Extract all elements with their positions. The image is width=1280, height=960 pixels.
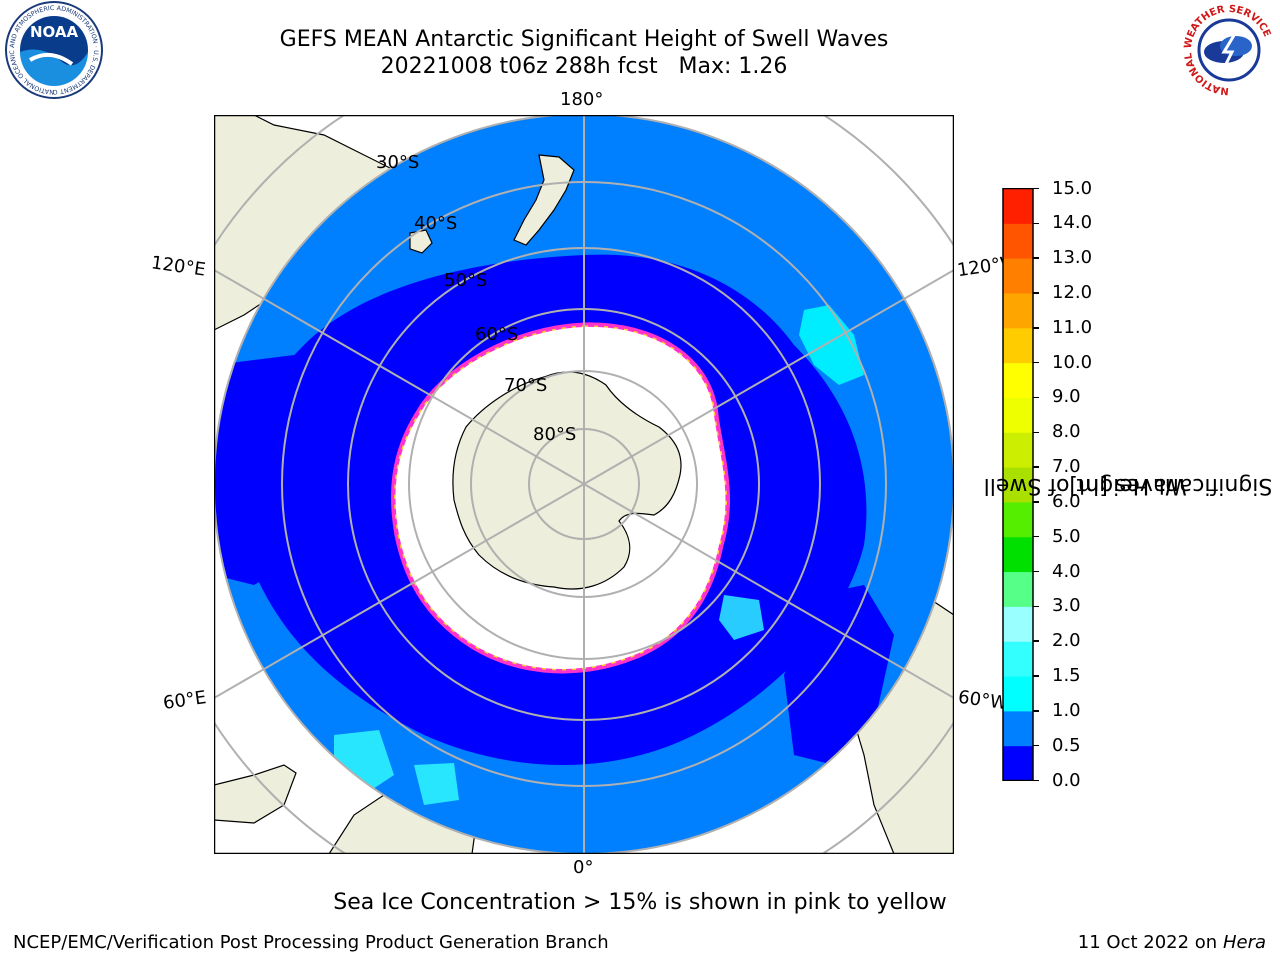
colorbar-frame	[1002, 188, 1034, 781]
colorbar-tick-label: 14.0	[1052, 212, 1093, 234]
colorbar-tick-label: 9.0	[1052, 386, 1081, 408]
colorbar-tick-label: 7.0	[1052, 456, 1081, 478]
colorbar-segment	[1003, 327, 1033, 364]
sea-ice-caption: Sea Ice Concentration > 15% is shown in …	[333, 890, 947, 915]
swell-patch-southwest	[414, 763, 459, 805]
polar-map	[214, 115, 954, 854]
colorbar-tick-label: 8.0	[1052, 421, 1081, 443]
colorbar-tick-label: 4.0	[1052, 560, 1081, 582]
colorbar-segment	[1003, 606, 1033, 642]
colorbar-segment	[1003, 536, 1033, 573]
colorbar-tick-mark	[1033, 605, 1039, 608]
noaa-logo: NATIONAL OCEANIC AND ATMOSPHERIC ADMINIS…	[2, 0, 103, 99]
colorbar-tick-mark	[1033, 501, 1039, 503]
colorbar-tick-label: 10.0	[1052, 351, 1093, 373]
land-new-zealand	[513, 154, 575, 246]
colorbar-segment	[1003, 258, 1033, 294]
colorbar-tick-mark	[1033, 292, 1039, 294]
colorbar-segment	[1003, 397, 1033, 433]
colorbar-tick-mark	[1033, 361, 1039, 364]
colorbar-segment	[1003, 362, 1033, 398]
colorbar-tick-label: 2.0	[1052, 630, 1081, 652]
colorbar-segment	[1003, 292, 1033, 329]
colorbar-tick-label: 13.0	[1052, 247, 1093, 269]
chart-subtitle: 20221008 t06z 288h fcst Max: 1.26	[380, 54, 788, 79]
colorbar-segment	[1003, 710, 1033, 747]
colorbar-tick-mark	[1033, 257, 1039, 259]
colorbar-segment	[1003, 676, 1033, 712]
colorbar	[1002, 188, 1034, 781]
colorbar-tick-mark	[1033, 222, 1039, 225]
colorbar-title-line: Waves [m]	[1069, 473, 1187, 498]
colorbar-tick-mark	[1033, 466, 1039, 468]
colorbar-tick-mark	[1033, 396, 1039, 399]
footer-credit: NCEP/EMC/Verification Post Processing Pr…	[13, 932, 609, 953]
nws-logo: NATIONAL WEATHER SERVICE	[1181, 2, 1277, 98]
colorbar-tick-mark	[1033, 570, 1039, 573]
land-madagascar	[214, 764, 297, 824]
footer-date-text: 11 Oct 2022 on	[1077, 932, 1223, 953]
colorbar-tick-label: 1.0	[1052, 699, 1081, 721]
land-tasmania	[409, 229, 433, 254]
colorbar-tick-mark	[1033, 187, 1039, 190]
colorbar-tick-mark	[1033, 327, 1039, 329]
lat-label-60s: 60°S	[475, 324, 519, 345]
lon-label-120e: 120°E	[149, 252, 207, 281]
footer-host: Hera	[1222, 932, 1266, 953]
colorbar-segment	[1003, 501, 1033, 538]
lat-label-70s: 70°S	[504, 375, 548, 396]
colorbar-tick-label: 5.0	[1052, 525, 1081, 547]
lat-label-40s: 40°S	[414, 213, 458, 234]
colorbar-tick-mark	[1033, 535, 1039, 538]
swell-patch-northeast	[799, 305, 864, 385]
noaa-logo-text: NOAA	[30, 23, 79, 41]
colorbar-segment	[1003, 188, 1033, 224]
colorbar-tick-mark	[1033, 779, 1039, 782]
colorbar-tick-label: 15.0	[1052, 177, 1093, 199]
colorbar-tick-label: 1.5	[1052, 665, 1081, 687]
colorbar-segment	[1003, 745, 1033, 781]
lat-label-80s: 80°S	[533, 424, 577, 445]
lon-label-180: 180°	[560, 89, 604, 110]
colorbar-tick-label: 11.0	[1052, 316, 1093, 338]
ocean-low-west	[214, 355, 354, 585]
swell-patch-east	[719, 595, 764, 640]
colorbar-tick-label: 3.0	[1052, 595, 1081, 617]
colorbar-tick-mark	[1033, 744, 1039, 747]
land-antarctica	[452, 371, 682, 590]
colorbar-segment	[1003, 641, 1033, 677]
colorbar-segment	[1003, 467, 1033, 503]
colorbar-tick-mark	[1033, 431, 1039, 433]
footer-date: 11 Oct 2022 on Hera	[1078, 932, 1266, 953]
colorbar-segment	[1003, 223, 1033, 259]
lat-label-50s: 50°S	[444, 270, 488, 291]
lon-label-0: 0°	[573, 857, 594, 878]
lat-label-30s: 30°S	[376, 152, 420, 173]
graticule	[214, 115, 954, 854]
lon-label-60e: 60°E	[161, 687, 208, 714]
colorbar-tick-mark	[1033, 675, 1039, 677]
colorbar-segment	[1003, 432, 1033, 468]
colorbar-tick-label: 0.0	[1052, 769, 1081, 791]
colorbar-tick-mark	[1033, 710, 1039, 712]
colorbar-tick-label: 12.0	[1052, 281, 1093, 303]
colorbar-segment	[1003, 571, 1033, 607]
ocean-low-southeast	[784, 585, 894, 765]
colorbar-tick-label: 0.5	[1052, 734, 1081, 756]
colorbar-tick-mark	[1033, 640, 1039, 642]
colorbar-tick-label: 6.0	[1052, 490, 1081, 512]
chart-title: GEFS MEAN Antarctic Significant Height o…	[279, 27, 889, 52]
